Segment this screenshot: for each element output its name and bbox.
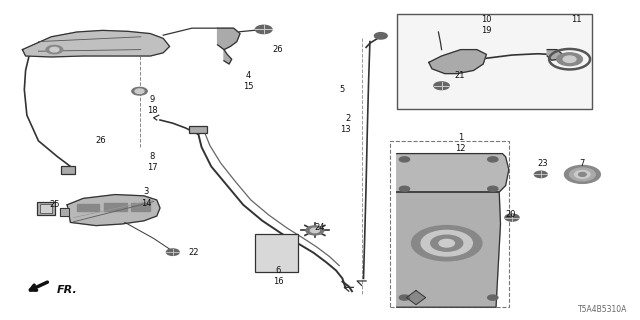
Text: 8: 8	[150, 152, 155, 161]
Text: 16: 16	[273, 277, 284, 286]
Text: 17: 17	[147, 164, 157, 172]
Text: 9: 9	[150, 95, 155, 104]
Polygon shape	[397, 192, 500, 307]
Text: 2: 2	[346, 114, 351, 123]
Circle shape	[434, 82, 449, 90]
Bar	[255, 234, 298, 272]
Circle shape	[534, 171, 547, 178]
Text: 4: 4	[246, 71, 251, 80]
Circle shape	[557, 53, 582, 66]
Circle shape	[399, 295, 410, 300]
Text: 5: 5	[339, 85, 344, 94]
Circle shape	[579, 172, 586, 176]
Text: 11: 11	[571, 15, 581, 24]
Text: T5A4B5310A: T5A4B5310A	[578, 305, 627, 314]
Text: 26: 26	[272, 45, 283, 54]
Circle shape	[374, 33, 387, 39]
Circle shape	[135, 89, 144, 93]
Text: 3: 3	[143, 188, 148, 196]
Circle shape	[431, 235, 463, 251]
Bar	[397, 14, 592, 109]
Text: 25: 25	[49, 200, 60, 209]
Circle shape	[46, 45, 63, 54]
Text: 22: 22	[188, 248, 198, 257]
Circle shape	[412, 226, 482, 261]
Circle shape	[306, 226, 324, 235]
Circle shape	[255, 25, 272, 34]
Text: 15: 15	[243, 82, 253, 91]
Circle shape	[488, 186, 498, 191]
Circle shape	[50, 47, 59, 52]
Polygon shape	[67, 195, 160, 226]
Circle shape	[310, 228, 319, 233]
Polygon shape	[104, 203, 127, 211]
Bar	[61, 166, 75, 174]
Polygon shape	[406, 291, 426, 305]
Text: FR.: FR.	[56, 285, 77, 295]
Text: 6: 6	[276, 266, 281, 275]
Circle shape	[563, 56, 576, 62]
Circle shape	[570, 168, 595, 181]
Bar	[40, 204, 52, 213]
Text: 1: 1	[458, 133, 463, 142]
Circle shape	[166, 249, 179, 255]
Text: 19: 19	[481, 26, 492, 35]
Circle shape	[421, 230, 472, 256]
Polygon shape	[77, 204, 99, 211]
Text: 13: 13	[340, 125, 351, 134]
Polygon shape	[218, 28, 240, 50]
Polygon shape	[429, 50, 486, 74]
Text: 12: 12	[456, 144, 466, 153]
Text: 10: 10	[481, 15, 492, 24]
Circle shape	[575, 171, 590, 178]
Polygon shape	[22, 30, 170, 57]
Bar	[37, 202, 55, 215]
Circle shape	[399, 186, 410, 191]
Text: 7: 7	[580, 159, 585, 168]
Polygon shape	[60, 208, 69, 216]
Text: 23: 23	[538, 159, 548, 168]
Text: 21: 21	[454, 71, 465, 80]
Circle shape	[505, 214, 519, 221]
Text: 18: 18	[147, 106, 157, 115]
Text: 24: 24	[315, 223, 325, 232]
Text: 14: 14	[141, 199, 151, 208]
Polygon shape	[131, 203, 150, 211]
Bar	[189, 126, 207, 133]
Polygon shape	[547, 50, 562, 60]
Text: 20: 20	[506, 210, 516, 219]
Circle shape	[399, 157, 410, 162]
Circle shape	[488, 157, 498, 162]
Circle shape	[564, 165, 600, 183]
Polygon shape	[224, 50, 232, 64]
Circle shape	[439, 239, 454, 247]
Text: 26: 26	[96, 136, 106, 145]
Circle shape	[488, 295, 498, 300]
Bar	[390, 141, 509, 307]
Polygon shape	[397, 154, 509, 192]
Circle shape	[132, 87, 147, 95]
